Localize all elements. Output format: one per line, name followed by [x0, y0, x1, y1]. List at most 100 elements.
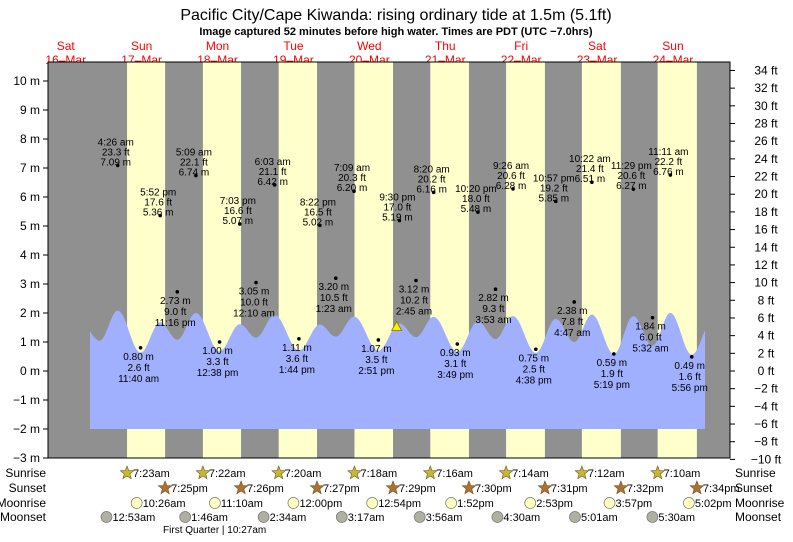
high-tide-m: 6.16 m — [416, 184, 447, 195]
high-tide-time: 10:22 am — [569, 154, 611, 165]
low-tide-point — [689, 354, 694, 359]
right-tick-label: 10 ft — [754, 276, 778, 290]
low-tide-m: 0.93 m — [440, 348, 471, 359]
right-tick-label: 24 ft — [754, 152, 778, 166]
current-tide-marker — [390, 320, 403, 331]
sunset-row-label: Sunset — [9, 481, 47, 495]
low-tide-time: 2:45 am — [396, 307, 432, 318]
right-tick-label: 20 ft — [754, 187, 778, 201]
low-tide-m: 3.05 m — [239, 287, 270, 298]
high-tide-point — [631, 187, 636, 191]
low-tide-point — [175, 290, 180, 294]
low-tide-time: 4:38 pm — [516, 375, 552, 386]
high-tide-m: 5.07 m — [223, 216, 254, 227]
sunrise-time: 7:20am — [285, 468, 322, 480]
high-tide-ft: 20.6 ft — [617, 171, 645, 182]
low-tide-point — [572, 300, 577, 304]
right-tick-label: 14 ft — [754, 240, 778, 254]
sunrise-icon — [498, 465, 514, 480]
high-tide-point — [431, 190, 436, 195]
high-tide-time: 9:26 am — [493, 161, 529, 172]
low-tide-ft: 2.5 ft — [523, 364, 545, 375]
sunset-time: 7:26pm — [247, 483, 284, 495]
right-tick-label: 26 ft — [754, 134, 778, 148]
low-tide-point — [534, 347, 538, 352]
chart-title: Pacific City/Cape Kiwanda: rising ordina… — [180, 7, 611, 24]
low-tide-ft: 9.0 ft — [164, 307, 186, 318]
low-tide-ft: 1.6 ft — [679, 372, 701, 383]
low-tide-ft: 3.1 ft — [444, 359, 466, 370]
high-tide-ft: 17.0 ft — [383, 202, 411, 213]
sunset-time: 7:25pm — [171, 483, 208, 495]
high-tide-ft: 22.2 ft — [654, 157, 682, 168]
low-tide-m: 1.11 m — [282, 343, 312, 354]
high-tide-time: 10:20 pm — [455, 184, 497, 195]
low-tide-m: 0.49 m — [674, 361, 705, 372]
moonrise-icon — [209, 497, 221, 509]
moonset-icon — [257, 511, 270, 523]
sunset-time: 7:32pm — [627, 483, 664, 495]
low-tide-point — [650, 315, 655, 320]
low-tide-time: 1:44 pm — [279, 365, 315, 376]
low-tide-ft: 2.6 ft — [127, 363, 149, 374]
right-tick-label: 0 ft — [758, 364, 775, 378]
high-tide-point — [272, 183, 277, 187]
low-tide-time: 12:38 pm — [197, 368, 239, 379]
right-tick-label: 12 ft — [754, 258, 778, 272]
moonrise-icon — [603, 497, 616, 509]
high-tide-m: 5.36 m — [143, 208, 174, 219]
high-tide-m: 6.28 m — [496, 181, 527, 192]
moonrise-icon — [524, 497, 537, 509]
low-tide-m: 0.59 m — [597, 358, 628, 369]
right-tick-label: −10 ft — [751, 452, 782, 466]
low-tide-ft: 10.5 ft — [320, 293, 348, 304]
high-tide-point — [115, 163, 120, 168]
high-tide-time: 8:20 am — [414, 164, 450, 175]
low-tide-time: 5:32 am — [632, 344, 668, 355]
high-tide-m: 6.20 m — [337, 183, 368, 194]
sunset-time: 7:29pm — [399, 483, 436, 495]
moonset-time: 3:17am — [348, 512, 385, 524]
moonset-icon — [491, 511, 504, 523]
low-tide-time: 4:47 am — [554, 328, 590, 339]
day-name: Wed — [357, 39, 381, 53]
sunset-icon — [461, 480, 477, 495]
moonrise-time: 2:53pm — [536, 498, 573, 510]
low-tide-point — [333, 276, 338, 281]
high-tide-time: 11:11 am — [648, 147, 688, 158]
low-tide-ft: 3.3 ft — [206, 357, 228, 368]
low-tide-point — [612, 352, 616, 356]
sunrise-icon — [119, 465, 135, 480]
high-tide-point — [194, 173, 198, 178]
moonset-time: 12:53am — [112, 512, 155, 524]
high-tide-ft: 21.1 ft — [259, 167, 287, 178]
high-tide-ft: 20.3 ft — [338, 173, 366, 184]
moonrise-time: 3:57pm — [616, 498, 653, 510]
moonset-time: 5:30am — [658, 512, 695, 524]
high-tide-ft: 19.2 ft — [540, 183, 568, 194]
sunset-icon — [385, 480, 401, 495]
low-tide-m: 0.80 m — [123, 352, 154, 363]
left-tick-label: 5 m — [20, 219, 40, 233]
day-name: Mon — [206, 39, 229, 53]
low-tide-time: 12:10 am — [233, 309, 275, 320]
right-tick-label: 2 ft — [758, 346, 775, 360]
sunrise-icon — [422, 465, 438, 480]
low-tide-time: 11:40 am — [118, 374, 159, 385]
low-tide-point — [254, 280, 258, 285]
high-tide-ft: 20.6 ft — [497, 171, 525, 182]
sunrise-time: 7:16am — [436, 468, 473, 480]
right-tick-label: 18 ft — [754, 205, 778, 219]
sunset-time: 7:31pm — [551, 483, 588, 495]
moonrise-row-label: Moonrise — [0, 496, 46, 510]
low-tide-time: 5:56 pm — [672, 383, 708, 394]
right-tick-label: 34 ft — [754, 63, 778, 77]
high-tide-time: 9:30 pm — [379, 192, 415, 203]
left-tick-label: 9 m — [20, 103, 40, 117]
high-tide-ft: 17.6 ft — [144, 198, 172, 209]
moonset-time: 2:34am — [270, 512, 307, 524]
right-tick-label: 4 ft — [758, 329, 775, 343]
high-tide-time: 5:52 pm — [140, 188, 176, 199]
